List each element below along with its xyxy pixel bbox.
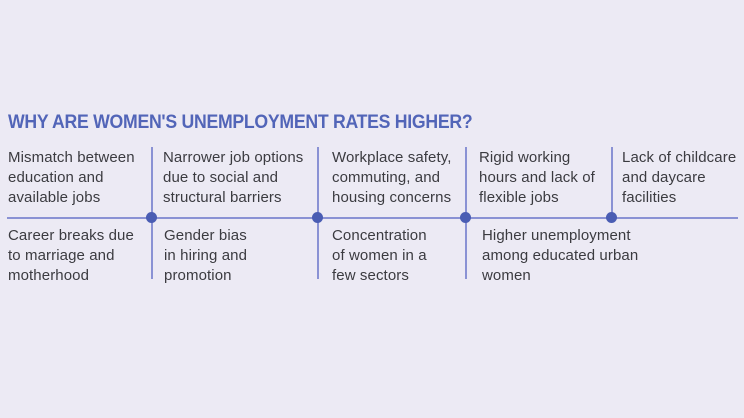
page-title: WHY ARE WOMEN'S UNEMPLOYMENT RATES HIGHE…	[8, 112, 473, 133]
connector-dot-3	[460, 212, 471, 223]
connector-dot-2	[312, 212, 323, 223]
connector-line	[7, 217, 738, 219]
reason-sector-concentration: Concentration of women in a few sectors	[332, 227, 427, 284]
reason-lack-childcare: Lack of childcare and daycare facilities	[622, 149, 737, 206]
reason-career-breaks: Career breaks due to marriage and mother…	[8, 227, 134, 284]
reason-gender-bias: Gender bias in hiring and promotion	[164, 227, 248, 284]
connector-dot-4	[606, 212, 617, 223]
divider-top-3	[465, 147, 467, 217]
reason-rigid-hours: Rigid working hours and lack of flexible…	[479, 149, 595, 206]
divider-bottom-3	[465, 218, 467, 279]
divider-bottom-2	[317, 218, 319, 279]
reason-workplace-safety: Workplace safety, commuting, and housing…	[332, 149, 452, 206]
divider-top-2	[317, 147, 319, 217]
reason-narrower-job-options: Narrower job options due to social and s…	[163, 149, 304, 206]
reason-mismatch-education: Mismatch between education and available…	[8, 149, 135, 206]
connector-dot-1	[146, 212, 157, 223]
divider-bottom-1	[151, 218, 153, 279]
divider-top-4	[611, 147, 613, 217]
reason-educated-urban-women: Higher unemployment among educated urban…	[482, 227, 639, 284]
divider-top-1	[151, 147, 153, 217]
